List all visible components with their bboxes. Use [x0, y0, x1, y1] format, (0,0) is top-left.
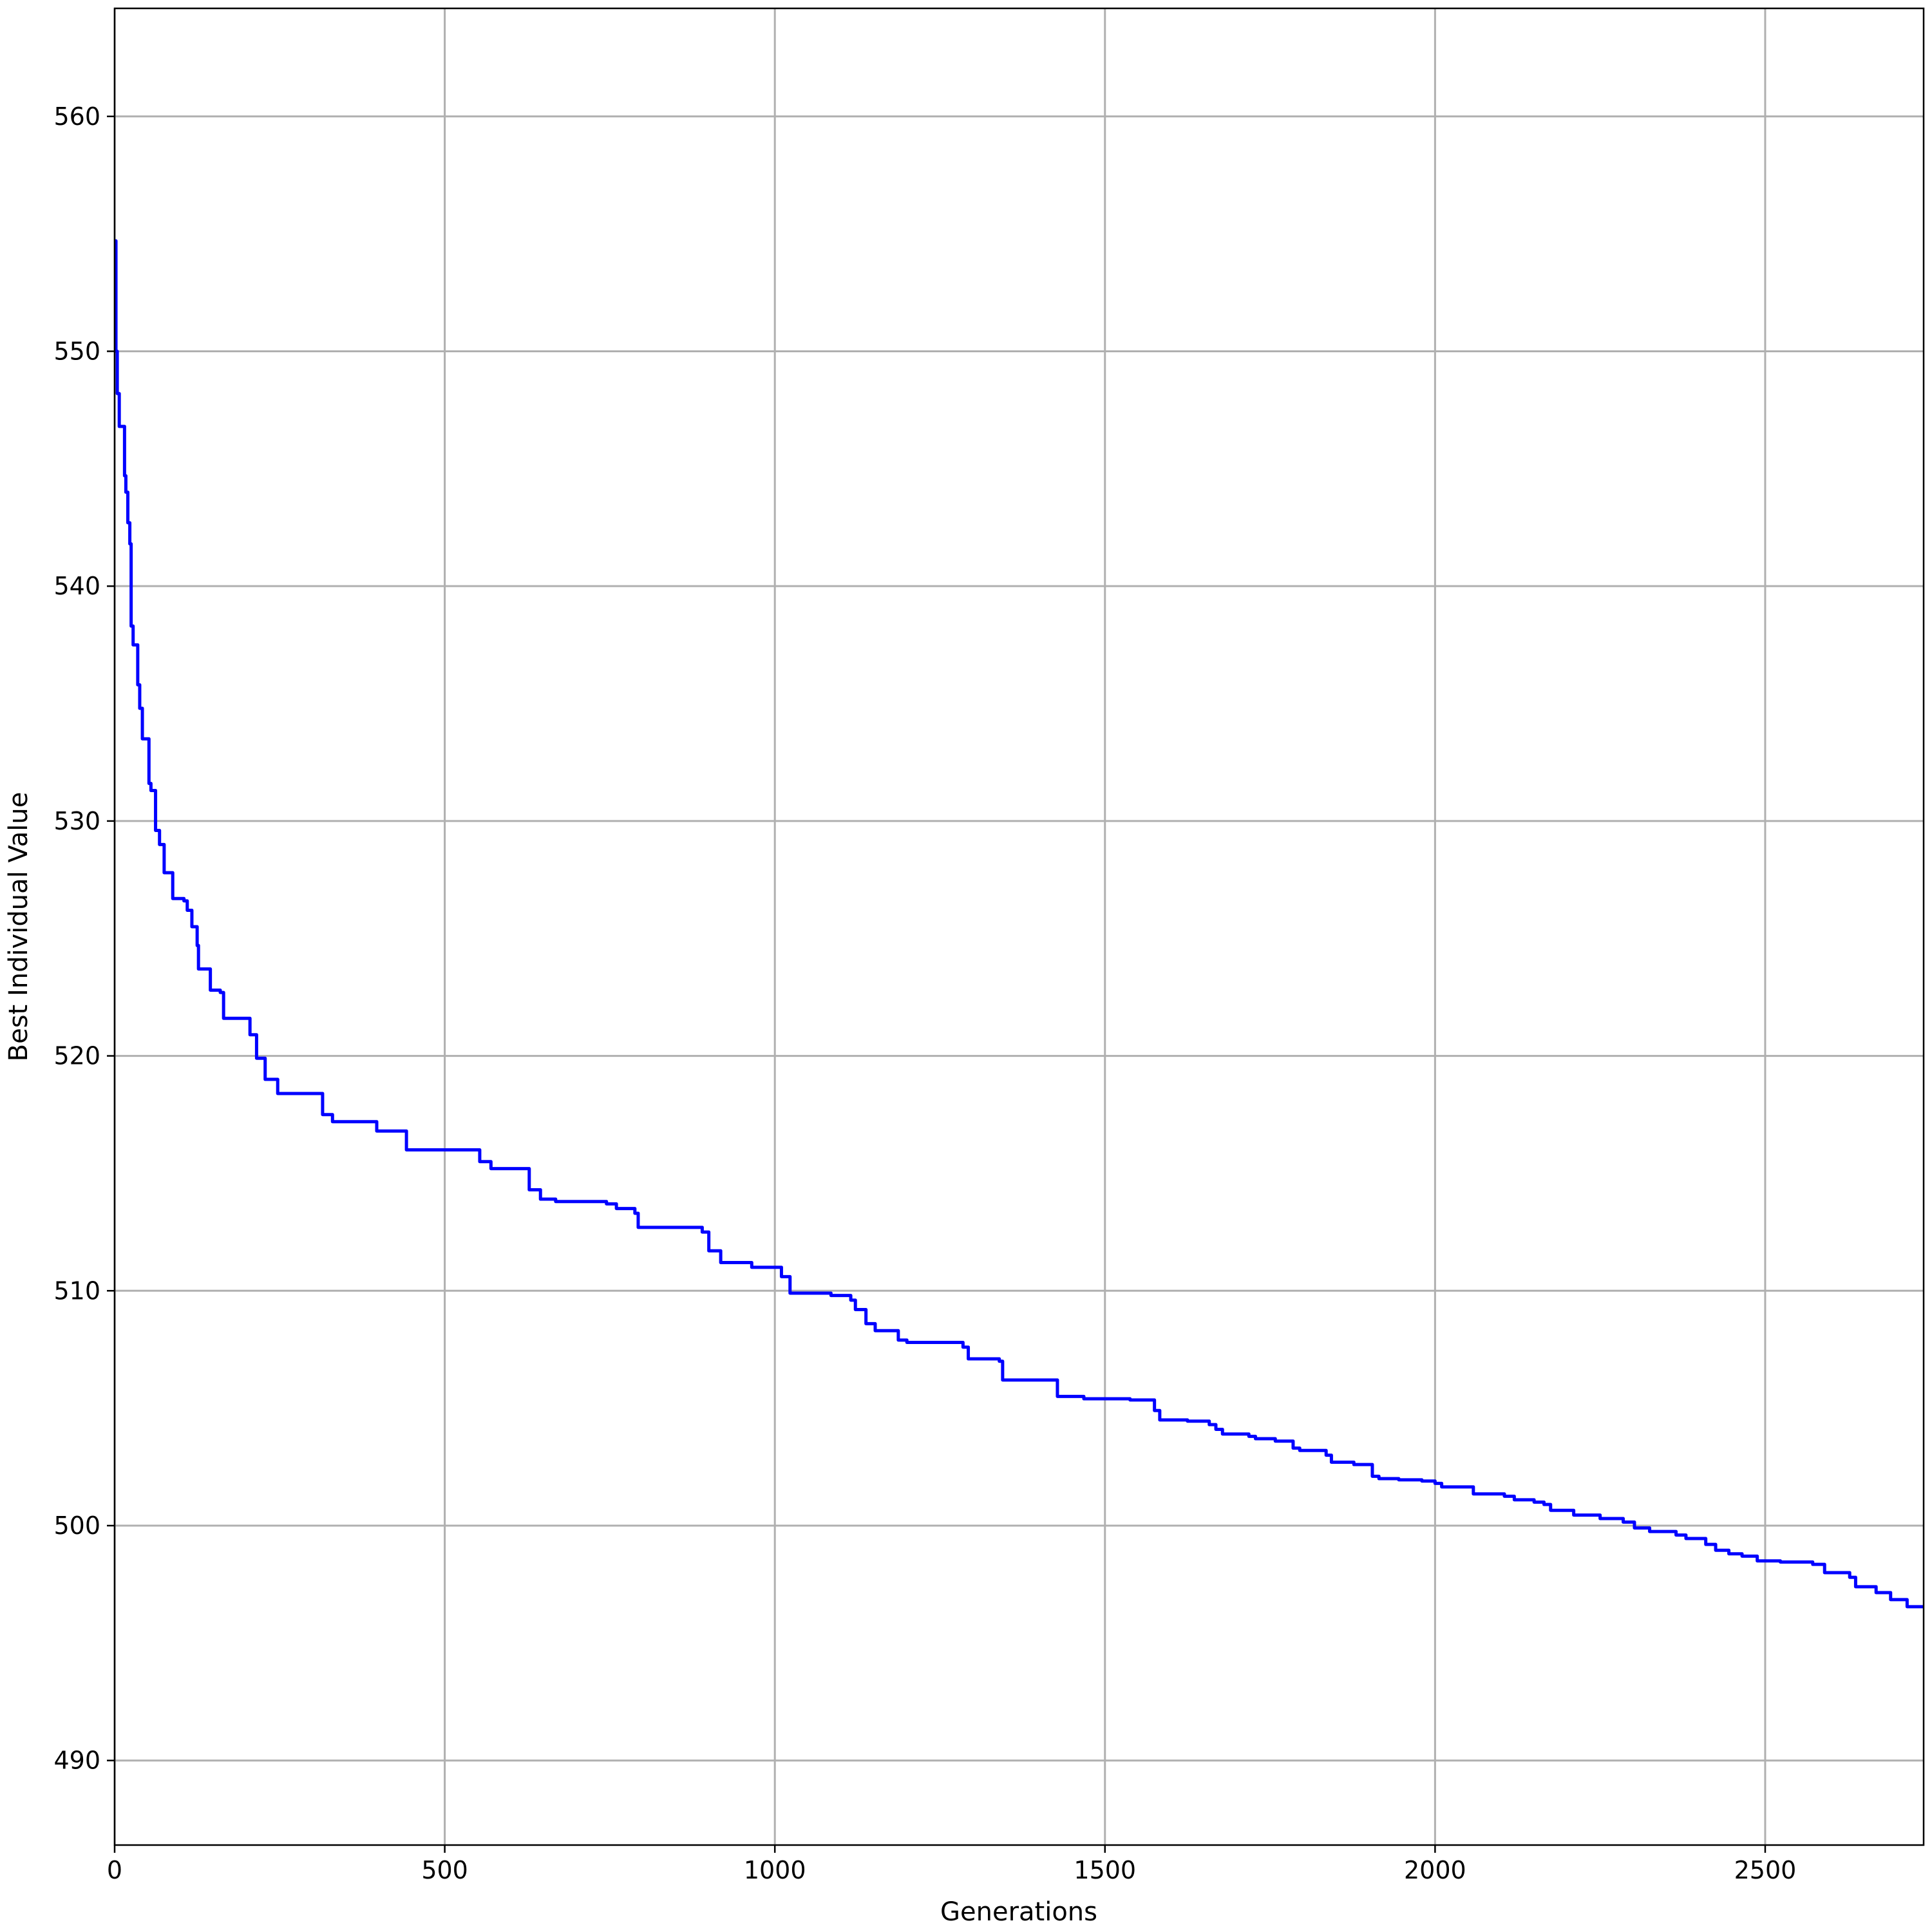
axis-ticks: 0 500 1000 1500 2000 2500 490 500 510 520 530 540 55… — [53, 102, 1796, 1884]
series-line — [115, 239, 1924, 1609]
x-tick-label: 0 — [107, 1856, 122, 1884]
x-tick-label: 1000 — [744, 1856, 806, 1884]
x-tick-label: 2000 — [1404, 1856, 1466, 1884]
axes-frame — [113, 7, 1925, 1846]
y-tick-label: 560 — [53, 102, 100, 131]
y-tick-label: 520 — [53, 1042, 100, 1070]
y-tick-label: 500 — [53, 1511, 100, 1540]
x-axis-label: Generations — [940, 1897, 1097, 1927]
x-tick-label: 2500 — [1734, 1856, 1797, 1884]
y-tick-label: 510 — [53, 1276, 100, 1305]
y-tick-label: 490 — [53, 1747, 100, 1775]
y-axis-label: Best Individual Value — [4, 792, 33, 1062]
y-tick-label: 540 — [53, 572, 100, 600]
y-tick-label: 530 — [53, 807, 100, 835]
x-tick-label: 500 — [421, 1856, 468, 1884]
grid-lines — [113, 8, 1924, 1845]
data-series — [115, 239, 1924, 1609]
x-tick-label: 1500 — [1074, 1856, 1136, 1884]
y-tick-label: 550 — [53, 337, 100, 365]
